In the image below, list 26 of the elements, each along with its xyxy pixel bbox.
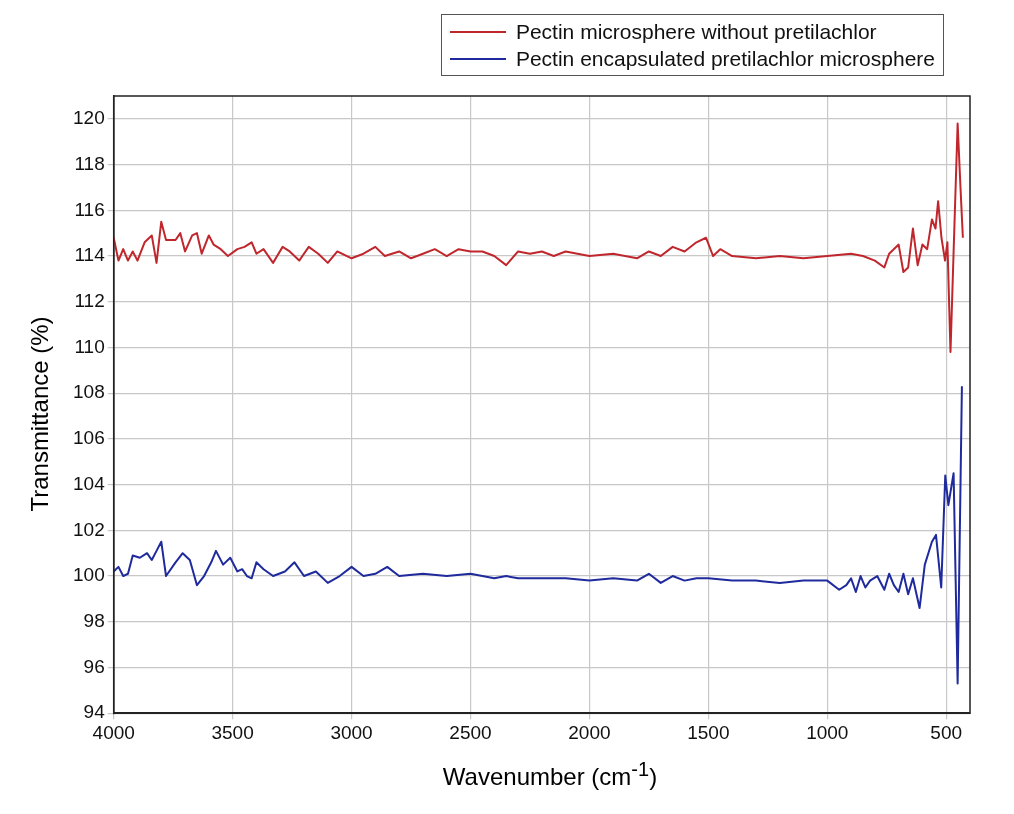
y-tick-label: 94 (83, 701, 106, 723)
y-tick-label: 96 (83, 655, 105, 677)
y-tick-label: 114 (74, 244, 106, 266)
y-tick-label: 110 (74, 335, 105, 357)
y-tick-label: 112 (74, 289, 105, 311)
x-tick-label: 2000 (568, 721, 611, 743)
x-tick-label: 4000 (92, 721, 135, 743)
x-tick-label: 1500 (687, 721, 730, 743)
y-tick-label: 118 (74, 152, 105, 174)
x-tick-label: 1000 (806, 721, 849, 743)
y-tick-label: 104 (73, 472, 106, 494)
legend-label: Pectin encapsulated pretilachlor microsphere (515, 46, 935, 72)
x-tick-label: 3000 (330, 721, 373, 743)
y-tick-label: 116 (74, 198, 105, 220)
x-axis-title: Wavenumber (cm$^{-1}$) (441, 758, 659, 791)
y-tick-label: 108 (73, 381, 105, 403)
x-tick-label: 2500 (449, 721, 492, 743)
legend-label: Pectin microsphere without pretilachlor (515, 19, 877, 45)
y-tick-label: 102 (73, 518, 105, 540)
y-tick-label: 120 (73, 107, 105, 129)
x-tick-label: 3500 (211, 721, 254, 743)
y-axis-title: Transmittance (%) (26, 315, 54, 514)
y-tick-label: 100 (73, 564, 105, 586)
x-tick-label: 500 (930, 721, 963, 743)
y-tick-label: 98 (83, 610, 105, 631)
y-tick-label: 106 (73, 427, 105, 449)
